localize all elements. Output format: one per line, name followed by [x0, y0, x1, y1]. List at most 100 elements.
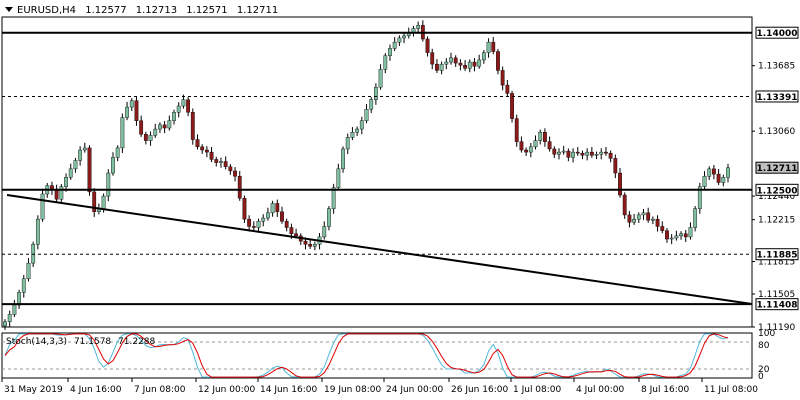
candle-bull	[594, 153, 599, 156]
candle-bull	[26, 262, 31, 280]
time-tick-label: 4 Jun 16:00	[70, 385, 122, 395]
candle-bull	[632, 218, 637, 223]
candle-bull	[336, 168, 341, 188]
level-price-box	[755, 26, 799, 39]
price-tick-label: 1.13685	[758, 62, 795, 72]
candle-bear	[589, 151, 594, 156]
candle-bear	[458, 62, 463, 66]
candle-bull	[641, 212, 646, 216]
candle-bull	[378, 69, 383, 88]
candle-bull	[707, 168, 712, 177]
level-price-box	[755, 298, 799, 311]
level-price-box	[755, 183, 799, 196]
time-tick-label: 4 Jul 00:00	[576, 385, 625, 395]
price-tick-label: 1.11505	[758, 290, 795, 300]
candle-bear	[514, 118, 519, 142]
candle-bull	[345, 137, 350, 150]
candle-bull	[486, 41, 491, 53]
price-tick-label: 1.13060	[758, 127, 795, 137]
candle-bull	[477, 59, 482, 67]
candle-bear	[280, 211, 284, 222]
candle-bull	[369, 99, 374, 110]
price-tick-label: 1.11190	[758, 323, 795, 333]
candle-bear	[613, 158, 618, 174]
candle-bull	[355, 128, 360, 133]
candle-bull	[561, 150, 566, 153]
chart-menu-icon[interactable]	[5, 7, 13, 12]
candle-bull	[21, 278, 26, 293]
oscillator-main-value: 71.1578	[73, 337, 112, 347]
candle-bull	[688, 227, 693, 238]
candle-bear	[683, 233, 688, 238]
ohlc-close: 1.12711	[236, 5, 279, 16]
candle-bull	[533, 140, 538, 148]
candle-bull	[383, 55, 388, 70]
candle-bull	[650, 218, 655, 221]
candle-bull	[312, 244, 317, 247]
oscillator-name: Stoch(14,3,3)	[6, 337, 68, 347]
candle-bull	[256, 221, 261, 228]
candle-bull	[35, 218, 40, 245]
main-panel-frame	[1, 16, 753, 328]
time-tick-label: 14 Jun 16:00	[260, 385, 317, 395]
oscillator-panel-frame	[1, 332, 753, 379]
candle-bull	[167, 120, 172, 129]
candle-bull	[444, 61, 449, 65]
candle-bull	[439, 63, 444, 71]
level-price-box	[755, 161, 799, 174]
candle-bull	[82, 147, 87, 151]
candle-bear	[247, 218, 252, 227]
candle-bear	[425, 38, 430, 53]
candle-bear	[627, 214, 632, 223]
oscillator-label: Stoch(14,3,3) 71.1578 71.2288	[6, 337, 159, 347]
candle-bear	[618, 172, 622, 196]
candle-bear	[200, 146, 205, 151]
candle-bear	[524, 149, 529, 153]
candle-bear	[289, 227, 294, 234]
candle-bull	[327, 208, 331, 227]
time-tick-label: 12 Jun 00:00	[198, 385, 255, 395]
candle-bull	[261, 217, 266, 222]
oscillator-axis-label: 20	[758, 365, 770, 375]
candle-bull	[636, 214, 641, 220]
candle-bear	[284, 221, 289, 228]
oscillator-axis-label: 100	[758, 329, 775, 339]
candle-bull	[270, 203, 275, 214]
candle-bull	[322, 226, 327, 238]
candle-bear	[543, 132, 547, 142]
time-tick-label: 8 Jul 16:00	[641, 385, 690, 395]
candle-bear	[496, 51, 500, 71]
time-tick-label: 31 May 2019	[4, 385, 63, 395]
candle-bear	[575, 151, 580, 154]
candle-bull	[571, 151, 575, 158]
trendline	[6, 194, 753, 305]
candle-bear	[622, 194, 627, 216]
candle-bear	[204, 149, 209, 153]
candle-bull	[599, 151, 604, 155]
ohlc-high: 1.12713	[135, 5, 178, 16]
candle-bull	[125, 106, 129, 118]
candle-bear	[303, 240, 308, 245]
candle-bear	[275, 203, 280, 212]
price-tick-label: 1.12215	[758, 216, 795, 226]
candle-bull	[402, 35, 406, 39]
candle-bear	[500, 70, 505, 86]
candle-bear	[712, 168, 716, 175]
candle-bear	[308, 244, 313, 247]
candle-bear	[251, 226, 256, 228]
candle-bull	[111, 157, 115, 174]
candle-bull	[172, 112, 176, 121]
candle-bear	[604, 151, 608, 154]
candle-bear	[186, 99, 190, 113]
candle-bear	[519, 141, 524, 151]
candle-bear	[665, 230, 669, 240]
level-price-label: 1.13391	[757, 93, 798, 103]
candle-bear	[430, 52, 435, 65]
candle-bull	[68, 168, 73, 178]
level-price-label: 1.12500	[757, 186, 798, 196]
candle-bull	[78, 149, 83, 161]
candle-bear	[237, 175, 242, 199]
candle-bear	[655, 218, 660, 227]
candle-bull	[31, 244, 36, 264]
